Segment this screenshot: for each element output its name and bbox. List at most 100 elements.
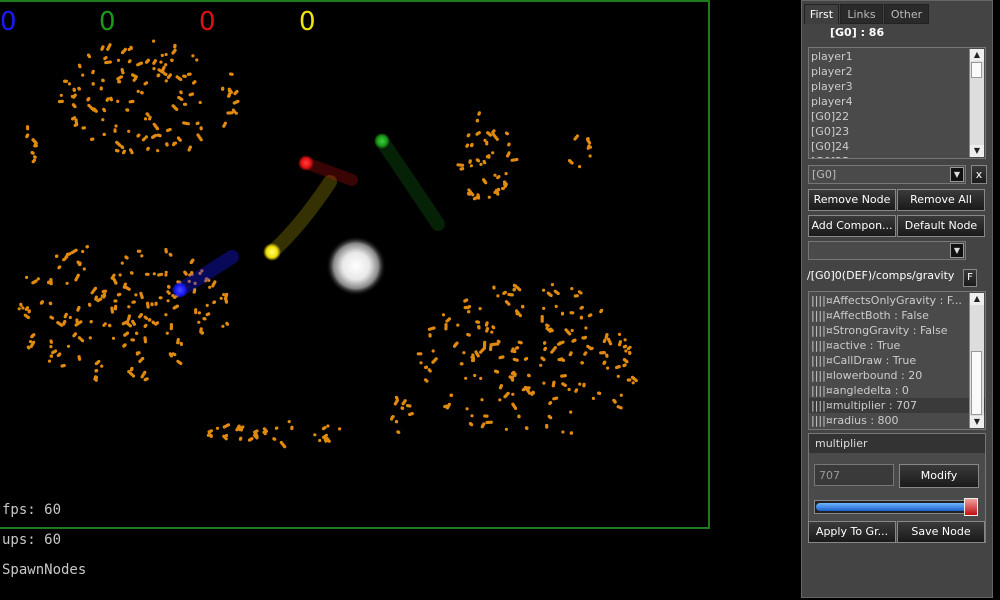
node-dot xyxy=(231,108,235,112)
property-list-item[interactable]: ||||¤angledelta : 0 xyxy=(811,384,909,397)
node-dot xyxy=(110,310,115,314)
property-list-item[interactable]: ||||¤AffectsOnlyGravity : F... xyxy=(811,294,962,307)
node-list-item[interactable]: player4 xyxy=(811,95,853,108)
scroll-thumb[interactable] xyxy=(971,351,982,415)
property-list-item[interactable]: ||||¤StrongGravity : False xyxy=(811,324,948,337)
path-field-button[interactable]: F xyxy=(963,269,977,287)
chevron-down-icon[interactable]: ▼ xyxy=(950,167,964,182)
value-slider[interactable] xyxy=(814,498,978,516)
node-dot xyxy=(193,281,197,285)
node-dot xyxy=(186,122,190,126)
player-yellow[interactable] xyxy=(263,243,281,261)
node-list-item[interactable]: [G0]23 xyxy=(811,125,850,138)
node-dot xyxy=(496,294,500,298)
scroll-up-icon[interactable]: ▲ xyxy=(970,49,984,61)
node-dot xyxy=(74,278,78,282)
node-dot xyxy=(198,271,202,275)
node-dot xyxy=(431,360,435,364)
node-dot xyxy=(193,288,197,292)
property-list-item[interactable]: ||||¤radius : 800 xyxy=(811,414,899,427)
property-value-input[interactable] xyxy=(814,464,894,486)
node-dot xyxy=(160,53,164,58)
node-dot xyxy=(213,280,217,284)
node-dot xyxy=(491,325,495,329)
property-list-item[interactable]: ||||¤lowerbound : 20 xyxy=(811,369,923,382)
property-list-item[interactable]: ||||¤CallDraw : True xyxy=(811,354,917,367)
node-list-scrollbar[interactable]: ▲ ▼ xyxy=(969,49,984,157)
scroll-up-icon[interactable]: ▲ xyxy=(970,293,984,305)
default-node-button[interactable]: Default Node xyxy=(897,215,985,237)
property-list-item[interactable]: ||||¤active : True xyxy=(811,339,901,352)
node-dot xyxy=(545,326,549,330)
node-dot xyxy=(605,353,609,357)
node-dot xyxy=(111,336,116,340)
node-dot xyxy=(563,374,567,378)
remove-all-button[interactable]: Remove All xyxy=(897,189,985,211)
node-dot xyxy=(570,287,574,291)
node-dot xyxy=(525,356,529,361)
game-arena[interactable]: 0 0 0 0 xyxy=(0,0,710,529)
property-list-item[interactable]: ||||¤multiplier : 707 xyxy=(809,398,985,413)
arena-canvas[interactable] xyxy=(0,2,708,529)
node-list-item[interactable]: [G0]22 xyxy=(811,110,850,123)
add-component-button[interactable]: Add Compon... xyxy=(808,215,896,237)
node-dot xyxy=(427,368,431,372)
node-list[interactable]: player1 player2 player3 player4 [G0]22 [G0]23… xyxy=(808,47,986,159)
remove-node-button[interactable]: Remove Node xyxy=(808,189,896,211)
tab-other[interactable]: Other xyxy=(884,4,929,24)
node-dot xyxy=(101,78,105,82)
node-dot xyxy=(129,45,133,50)
node-list-item[interactable]: [G0]25 xyxy=(809,154,985,158)
node-dot xyxy=(136,63,140,67)
node-dot xyxy=(200,269,204,273)
modify-button[interactable]: Modify xyxy=(899,464,979,488)
node-list-item[interactable]: player2 xyxy=(811,65,853,78)
node-dot xyxy=(125,108,129,112)
node-dot xyxy=(123,282,127,286)
node-dot xyxy=(470,355,474,359)
node-dot xyxy=(75,318,79,322)
node-dot xyxy=(207,278,211,282)
node-dot xyxy=(144,272,149,276)
player-red[interactable] xyxy=(298,155,314,171)
node-dot xyxy=(152,39,156,43)
slider-handle[interactable] xyxy=(964,498,978,516)
node-dot xyxy=(101,118,105,122)
scroll-down-icon[interactable]: ▼ xyxy=(970,416,984,428)
scroll-thumb[interactable] xyxy=(971,62,982,78)
node-dot xyxy=(470,414,474,418)
node-dot xyxy=(445,319,449,323)
clear-group-button[interactable]: x xyxy=(971,165,987,184)
node-dot xyxy=(493,173,497,177)
node-dot xyxy=(169,323,173,327)
player-green[interactable] xyxy=(374,133,390,149)
component-select[interactable]: ▼ xyxy=(808,241,966,260)
node-list-item[interactable]: [G0]24 xyxy=(811,140,850,153)
node-dot xyxy=(66,344,71,348)
node-dot xyxy=(577,290,582,294)
node-dot xyxy=(482,346,486,350)
node-list-item[interactable]: player1 xyxy=(811,50,853,63)
tab-links[interactable]: Links xyxy=(840,4,883,24)
node-dot xyxy=(505,132,510,136)
node-dot xyxy=(581,336,585,340)
group-select[interactable]: [G0] ▼ xyxy=(808,165,966,184)
node-dot xyxy=(140,91,144,95)
tab-first[interactable]: First xyxy=(804,4,839,24)
node-dot xyxy=(136,249,140,253)
property-list-scrollbar[interactable]: ▲ ▼ xyxy=(969,293,984,428)
scroll-down-icon[interactable]: ▼ xyxy=(970,145,984,157)
chevron-down-icon[interactable]: ▼ xyxy=(950,243,964,258)
node-dot xyxy=(528,391,532,395)
node-dot xyxy=(223,121,227,125)
property-list-item[interactable]: ||||¤AffectBoth : False xyxy=(811,309,929,322)
apply-to-group-button[interactable]: Apply To Gr... xyxy=(808,521,896,543)
player-blue[interactable] xyxy=(172,282,188,298)
node-dot xyxy=(617,332,622,336)
property-list[interactable]: ||||¤AffectsOnlyGravity : F... ||||¤Affec… xyxy=(808,291,986,430)
node-dot xyxy=(24,307,28,311)
node-list-item[interactable]: player3 xyxy=(811,80,853,93)
node-dot xyxy=(463,299,467,303)
save-node-button[interactable]: Save Node xyxy=(897,521,985,543)
node-dot xyxy=(49,278,53,282)
